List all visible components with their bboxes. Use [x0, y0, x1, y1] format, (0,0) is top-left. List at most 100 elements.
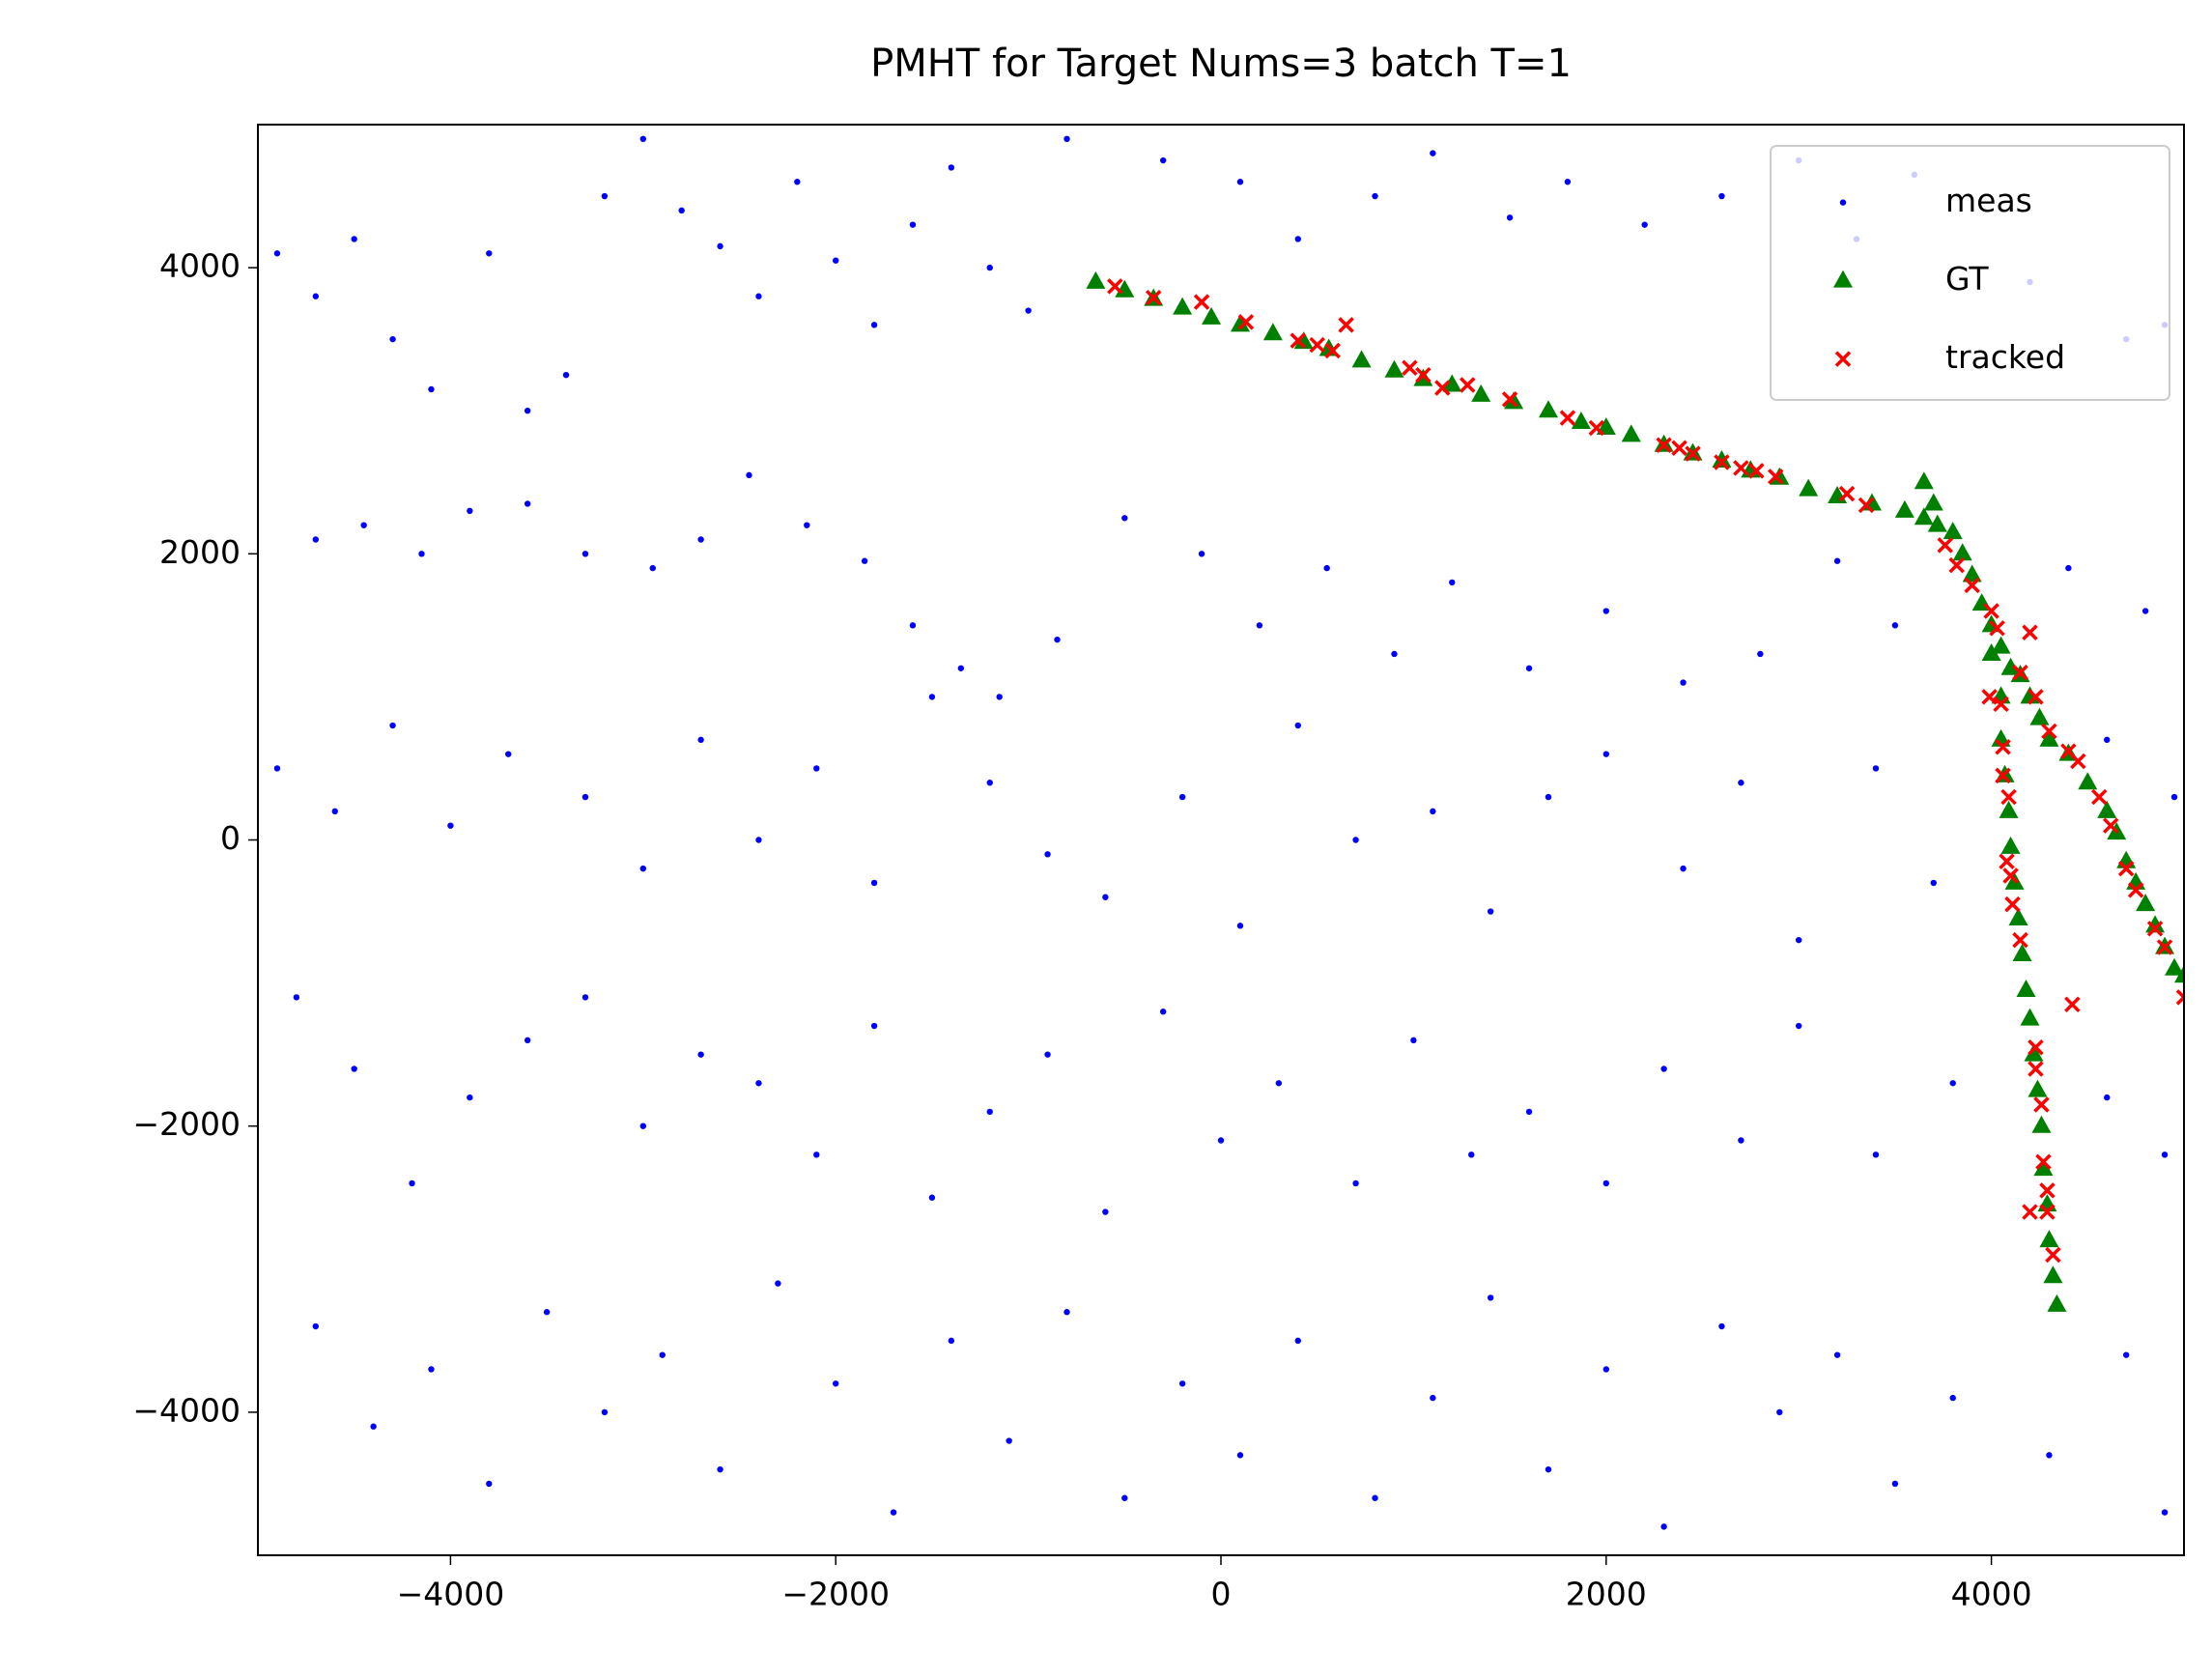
legend-marker: [1839, 199, 1847, 206]
gt-point: [2174, 965, 2184, 983]
meas-point: [1680, 865, 1687, 872]
legend-marker: [1833, 270, 1853, 288]
meas-point: [697, 1051, 704, 1058]
meas-point: [1102, 894, 1109, 900]
tracked-point: [1948, 556, 1965, 574]
meas-point: [447, 822, 454, 829]
tracked-point: [1237, 314, 1255, 330]
gt-point: [2145, 915, 2166, 933]
gt-point: [2016, 980, 2036, 998]
gt-point: [2097, 800, 2117, 818]
meas-point: [928, 1194, 936, 1201]
gt-point: [1927, 514, 1947, 532]
plot-frame: [257, 124, 2185, 1556]
meas-point: [948, 1337, 955, 1345]
meas-point: [1430, 150, 1436, 156]
gt-point: [1202, 306, 1222, 325]
meas-point: [870, 322, 878, 328]
meas-point: [957, 665, 965, 671]
meas-point: [1602, 1366, 1610, 1373]
gt-point: [2000, 836, 2021, 854]
meas-point: [755, 293, 762, 299]
tracked-point: [2033, 1096, 2050, 1113]
meas-point: [1718, 1322, 1725, 1330]
gt-point: [2033, 1158, 2054, 1177]
gt-point: [1923, 493, 1943, 511]
tracked-point: [2146, 921, 2164, 937]
legend-label: meas: [1945, 182, 2032, 219]
meas-point: [1178, 793, 1186, 801]
meas-point: [833, 1380, 839, 1387]
meas-point: [467, 507, 473, 515]
meas-point: [360, 522, 367, 528]
gt-point: [2136, 894, 2156, 912]
tracked-point: [1588, 419, 1605, 437]
tracked-point: [2156, 939, 2173, 955]
meas-point: [833, 257, 839, 264]
meas-point: [870, 1022, 878, 1030]
gt-point: [1262, 323, 1283, 341]
meas-point: [697, 536, 704, 543]
gt-point: [2039, 728, 2059, 747]
meas-point: [1275, 1080, 1283, 1087]
meas-point: [351, 1066, 357, 1072]
legend-box: [1770, 145, 2170, 401]
meas-point: [273, 765, 281, 772]
meas-point: [581, 793, 589, 801]
meas-point: [1506, 214, 1514, 221]
meas-point: [418, 551, 425, 557]
meas-point: [986, 264, 993, 271]
meas-point: [2104, 736, 2111, 744]
meas-point: [1044, 1051, 1051, 1058]
x-tick-label: 0: [1211, 1576, 1232, 1613]
meas-point: [1159, 156, 1167, 164]
meas-point: [486, 1480, 493, 1488]
meas-point: [2065, 564, 2072, 572]
meas-point: [312, 1322, 320, 1330]
gt-point: [1351, 350, 1372, 368]
meas-point: [1602, 1180, 1610, 1187]
legend-marker: [1834, 351, 1852, 367]
tracked-point: [2022, 1204, 2038, 1220]
meas-point: [1006, 1437, 1012, 1444]
meas-point: [351, 236, 357, 242]
meas-point: [813, 765, 820, 772]
tracked-point: [2028, 689, 2044, 705]
tracked-point: [1193, 294, 1210, 310]
meas-point: [804, 522, 810, 528]
meas-point: [1891, 1480, 1899, 1488]
y-tick-label: −2000: [132, 1105, 241, 1143]
tracked-point: [2091, 788, 2108, 806]
tracked-point: [2039, 1204, 2056, 1220]
meas-point: [639, 1123, 646, 1129]
tracked-point: [1748, 463, 1765, 479]
tracked-point: [1671, 440, 1687, 456]
meas-point: [813, 1151, 820, 1158]
meas-point: [543, 1309, 551, 1316]
meas-point: [948, 164, 955, 171]
meas-point: [1391, 650, 1398, 658]
meas-point: [2170, 793, 2178, 801]
tracked-point: [2041, 723, 2057, 740]
gt-point: [1894, 499, 1914, 518]
meas-point: [1410, 1037, 1417, 1044]
meas-point: [1796, 1022, 1802, 1030]
meas-point: [1564, 179, 1572, 185]
gt-point: [2039, 1230, 2059, 1248]
gt-point: [2165, 957, 2184, 976]
meas-point: [409, 1180, 415, 1187]
x-tick-label: −2000: [781, 1576, 890, 1613]
meas-point: [1468, 1151, 1475, 1158]
tracked-point: [2117, 860, 2135, 877]
gt-point: [1799, 478, 1819, 497]
meas-point: [1680, 679, 1687, 686]
tracked-point: [1324, 342, 1341, 359]
tracked-point: [1338, 317, 1354, 333]
legend-label: GT: [1945, 260, 1989, 298]
meas-point: [524, 500, 531, 507]
meas-point: [1256, 622, 1263, 629]
meas-point: [1930, 879, 1937, 887]
gt-point: [2000, 657, 2021, 675]
meas-point: [890, 1509, 897, 1516]
meas-point: [524, 408, 531, 414]
